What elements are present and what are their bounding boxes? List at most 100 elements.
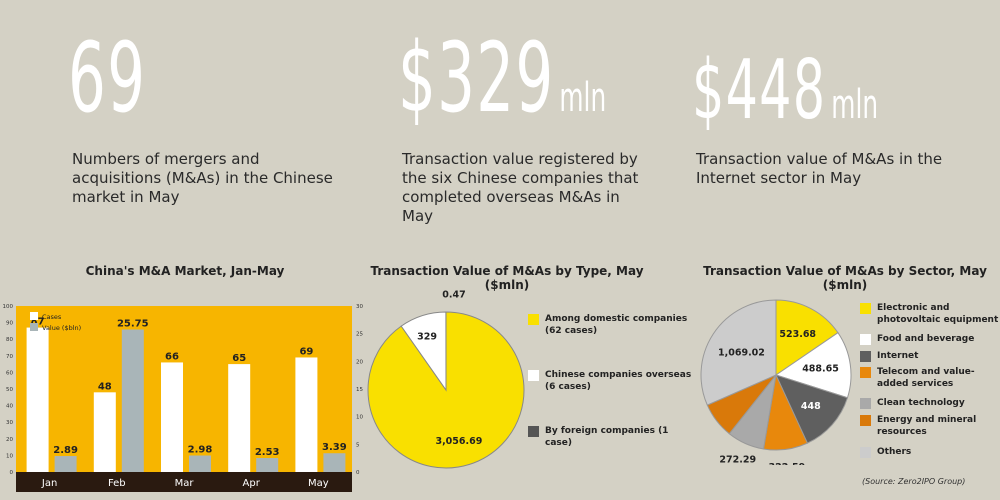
stat-overseas-value: $329 mln [398, 22, 607, 134]
bar-value [323, 453, 346, 472]
pie-slice-label: 322.59 [769, 462, 806, 465]
y-left-tick-label: 60 [6, 370, 13, 376]
legend-swatch-value [30, 323, 38, 331]
legend-label: Among domestic companies (62 cases) [545, 314, 688, 336]
legend-item: Clean technology [860, 397, 1000, 409]
pie-slice [775, 374, 849, 444]
pie-slice-label: 523.68 [779, 329, 816, 340]
stat-cases: 69 [68, 30, 194, 126]
bar-value-label: 2.53 [255, 447, 280, 458]
bar-chart-title: China's M&A Market, Jan-May [85, 264, 285, 278]
pie-slice-label: 3,056.69 [435, 436, 482, 447]
bar-value [256, 458, 279, 472]
legend-sublabel: (6 cases) [545, 382, 591, 392]
legend-swatch [860, 447, 871, 458]
y-right-tick-label: 5 [356, 442, 360, 448]
legend-swatch [860, 334, 871, 345]
bar-value-label: 3.39 [322, 442, 347, 453]
bar-value [121, 329, 144, 472]
stat-overseas: $329 mln [398, 30, 734, 126]
legend-swatch [860, 303, 871, 314]
bar-cases-label: 66 [165, 351, 179, 362]
legend-swatch [860, 367, 871, 378]
y-right-tick-label: 15 [356, 387, 363, 393]
y-left-tick-label: 70 [6, 354, 13, 360]
pie-slice-label: 272.29 [719, 455, 756, 465]
pie-slice [775, 299, 839, 376]
bar-cases [228, 364, 251, 472]
y-left-tick-label: 40 [6, 404, 13, 410]
bar-cases-label: 69 [299, 346, 313, 357]
sector-pie-chart: 523.68488.65448322.59272.29261.531,069.0… [700, 299, 852, 465]
pie-slice-label: 1,069.02 [718, 347, 765, 358]
bar-value [54, 456, 77, 472]
y-right-tick-label: 0 [356, 470, 360, 476]
type-pie-chart: 3,056.69 329 0.47 [367, 290, 525, 469]
pie-slice-label: 488.65 [802, 363, 839, 374]
pie-slice [774, 332, 852, 399]
stat-overseas-caption: Transaction value registered by the six … [402, 150, 639, 225]
x-tick-label: Feb [108, 478, 126, 489]
bar-value-label: 25.75 [117, 319, 149, 330]
legend-label: Telecom and value-added services [877, 367, 975, 389]
bar-cases-label: 65 [232, 353, 246, 364]
legend-label: Internet [877, 351, 919, 361]
legend-swatch [528, 314, 539, 325]
legend-swatch [860, 351, 871, 362]
bar-cases [161, 362, 183, 472]
y-left-tick-label: 20 [6, 437, 13, 443]
legend-item: By foreign companies (1 case) [528, 425, 698, 449]
type-pie-title: Transaction Value of M&As by Type, May (… [370, 264, 644, 292]
y-left-tick-label: 80 [6, 337, 13, 343]
legend-label: Others [877, 447, 912, 457]
x-axis-band [16, 472, 352, 492]
legend-swatch-cases [30, 312, 38, 320]
sector-pie-title: Transaction Value of M&As by Sector, May… [703, 264, 987, 292]
bar-value-label: 2.98 [188, 445, 213, 456]
legend-label: Food and beverage [877, 334, 975, 344]
legend-swatch [528, 370, 539, 381]
legend-swatch [860, 398, 871, 409]
bar-cases-label: 87 [31, 317, 45, 328]
legend-label-cases: Cases [42, 313, 62, 321]
y-left-tick-label: 0 [10, 470, 14, 476]
bar-cases-label: 48 [98, 381, 112, 392]
x-tick-label: Apr [243, 478, 261, 489]
legend-label: Electronic and photovoltaic equipment [877, 303, 999, 325]
bar-value [189, 455, 211, 472]
legend-label: Chinese companies overseas (6 cases) [545, 370, 692, 392]
x-tick-label: Mar [175, 478, 195, 489]
stat-internet-value: $448 mln [692, 43, 879, 138]
x-tick-label: May [308, 478, 329, 489]
legend-item: Food and beverage [860, 333, 1000, 345]
type-pie-legend: Among domestic companies (62 cases) Chines… [528, 313, 698, 448]
x-tick-label: Jan [41, 478, 57, 489]
legend-item: Energy and mineral resources [860, 414, 1000, 438]
y-right-tick-label: 30 [356, 304, 363, 310]
bar-cases [295, 357, 318, 472]
sector-pie-legend: Electronic and photovoltaic equipment Foo… [860, 302, 1000, 462]
bar-chart: 0 10 20 30 40 50 60 70 80 90 100 0 5 10 15 20 25 30 87 2.89… [3, 304, 363, 492]
y-left-tick-label: 100 [3, 304, 14, 310]
bar-cases [26, 327, 49, 472]
y-left-tick-label: 30 [6, 420, 13, 426]
stat-cases-caption: Numbers of mergers and acquisitions (M&A… [72, 150, 333, 206]
y-right-tick-label: 10 [356, 415, 363, 421]
legend-item: Electronic and photovoltaic equipment [860, 302, 1000, 326]
pie-slice-label: 0.47 [442, 290, 465, 301]
legend-label: Energy and mineral resources [877, 415, 977, 437]
stat-cases-value: 69 [68, 22, 147, 134]
legend-item: Chinese companies overseas (6 cases) [528, 369, 698, 393]
y-left-tick-label: 50 [6, 387, 13, 393]
y-right-tick-label: 20 [356, 359, 363, 365]
legend-swatch [860, 415, 871, 426]
legend-item: Others [860, 446, 1000, 458]
pie-slice-label: 329 [417, 331, 437, 342]
pie-slice-label: 448 [801, 401, 821, 412]
legend-item: Internet [860, 350, 1000, 362]
legend-label: By foreign companies (1 case) [545, 426, 669, 448]
bar-cases [93, 392, 116, 472]
legend-label: Clean technology [877, 398, 965, 408]
stat-internet-caption: Transaction value of M&As in the Interne… [696, 150, 943, 187]
y-left-tick-label: 90 [6, 321, 13, 327]
